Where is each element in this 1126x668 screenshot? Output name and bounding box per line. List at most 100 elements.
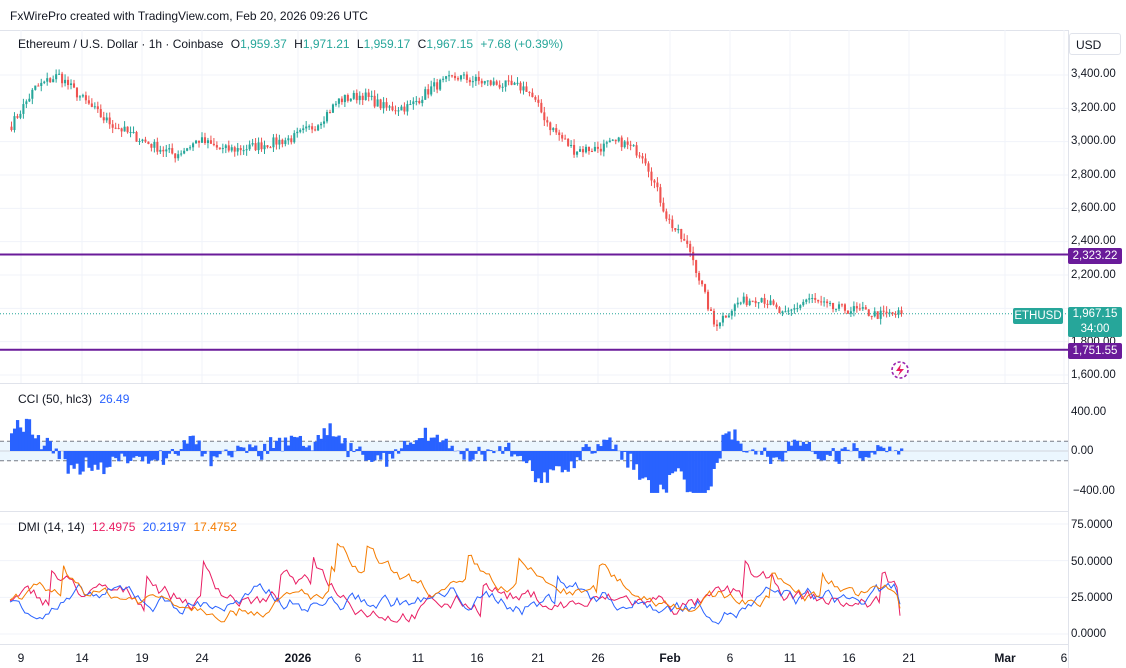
candle-body xyxy=(385,102,388,108)
candle xyxy=(546,116,549,127)
candle-body xyxy=(278,139,281,145)
candle-body xyxy=(156,141,159,152)
upper-level-label[interactable]: 2,323.22 xyxy=(1068,248,1122,264)
cci-bar xyxy=(108,451,112,467)
candle-body xyxy=(275,137,278,145)
candle-body xyxy=(769,300,772,305)
candle xyxy=(712,308,716,327)
candle-body xyxy=(224,145,227,149)
cci-bar xyxy=(697,451,701,493)
candle xyxy=(668,214,671,224)
last-price-value: 1,967.15 xyxy=(1072,308,1118,320)
cci-bar xyxy=(391,451,395,459)
candle-body xyxy=(266,145,269,148)
candle-body xyxy=(790,309,793,311)
price-tick: 1,600.00 xyxy=(1071,369,1116,381)
candle xyxy=(409,100,412,106)
cci-bar xyxy=(227,451,231,456)
cci-bar xyxy=(638,451,642,480)
date-tick: 9 xyxy=(17,651,25,665)
cci-bar xyxy=(718,451,722,459)
candle xyxy=(192,142,195,152)
candle-body xyxy=(141,139,144,142)
candle-body xyxy=(840,304,844,306)
candle-body xyxy=(239,148,242,151)
candle-body xyxy=(528,91,531,93)
candle-body xyxy=(418,100,421,104)
candle xyxy=(328,109,332,114)
cci-bar xyxy=(170,449,175,451)
candle-body xyxy=(659,187,662,203)
candle-body xyxy=(593,146,596,152)
candle xyxy=(263,140,266,155)
cci-bar xyxy=(608,437,612,451)
candle xyxy=(99,104,102,118)
symbol-legend[interactable]: Ethereum / U.S. Dollar · 1h · Coinbase O… xyxy=(18,37,563,51)
candle xyxy=(855,302,858,313)
pane-separator-cci[interactable] xyxy=(0,511,1068,512)
cci-bar xyxy=(158,450,163,451)
dmi-legend[interactable]: DMI (14, 14) 12.4975 20.2197 17.4752 xyxy=(18,520,237,534)
cci-bar xyxy=(176,451,180,456)
lightning-icon[interactable] xyxy=(888,360,912,380)
candle xyxy=(84,91,87,104)
candle xyxy=(242,145,245,155)
cci-bar xyxy=(894,450,898,451)
candle xyxy=(120,127,123,137)
candle-body xyxy=(701,280,704,285)
candle xyxy=(61,71,64,88)
candle xyxy=(421,96,424,107)
candle xyxy=(650,167,653,186)
candle-body xyxy=(406,104,409,112)
candle xyxy=(221,143,224,154)
candle xyxy=(25,99,28,109)
cci-bar xyxy=(584,444,588,451)
candle xyxy=(433,77,436,92)
candle xyxy=(69,79,73,90)
dmi-chart[interactable] xyxy=(0,512,1068,644)
candle xyxy=(322,116,326,128)
pane-separator-main[interactable] xyxy=(0,383,1068,384)
cci-bar xyxy=(105,451,109,468)
cci-bar xyxy=(132,451,136,458)
plus-di-line xyxy=(9,557,901,623)
candle xyxy=(644,153,647,166)
candle xyxy=(701,280,704,287)
candle-body xyxy=(114,127,117,129)
lower-level-label[interactable]: 1,751.55 xyxy=(1068,343,1122,359)
candle xyxy=(483,80,486,86)
cci-bar xyxy=(203,451,207,454)
currency-button[interactable]: USD xyxy=(1069,33,1121,55)
cci-bar xyxy=(825,451,829,455)
candle xyxy=(453,72,457,81)
price-chart[interactable] xyxy=(0,30,1068,383)
candle xyxy=(236,142,239,156)
cci-bar xyxy=(307,445,311,451)
cci-chart[interactable] xyxy=(0,384,1068,511)
cci-bar xyxy=(789,445,794,451)
candle xyxy=(111,120,114,134)
cci-bar xyxy=(304,447,308,451)
cci-bar xyxy=(858,451,862,459)
cci-bar xyxy=(742,451,746,453)
candle-body xyxy=(852,306,855,312)
candle-body xyxy=(206,140,209,144)
candle xyxy=(459,74,463,82)
candle-body xyxy=(778,307,781,314)
last-price-label: 1,967.15 34:00 xyxy=(1068,307,1122,337)
candle-body xyxy=(233,147,236,152)
cci-legend[interactable]: CCI (50, hlc3) 26.49 xyxy=(18,392,129,406)
candle xyxy=(96,101,99,113)
candle-body xyxy=(620,137,623,148)
cci-bar xyxy=(474,451,478,454)
cci-bar xyxy=(483,451,487,461)
candle xyxy=(709,307,713,312)
candle xyxy=(424,86,427,100)
candle-body xyxy=(611,139,614,141)
cci-bar xyxy=(352,451,356,453)
candle-body xyxy=(245,149,248,151)
candle-body xyxy=(87,100,90,104)
candle xyxy=(486,80,489,87)
candle xyxy=(555,124,558,135)
